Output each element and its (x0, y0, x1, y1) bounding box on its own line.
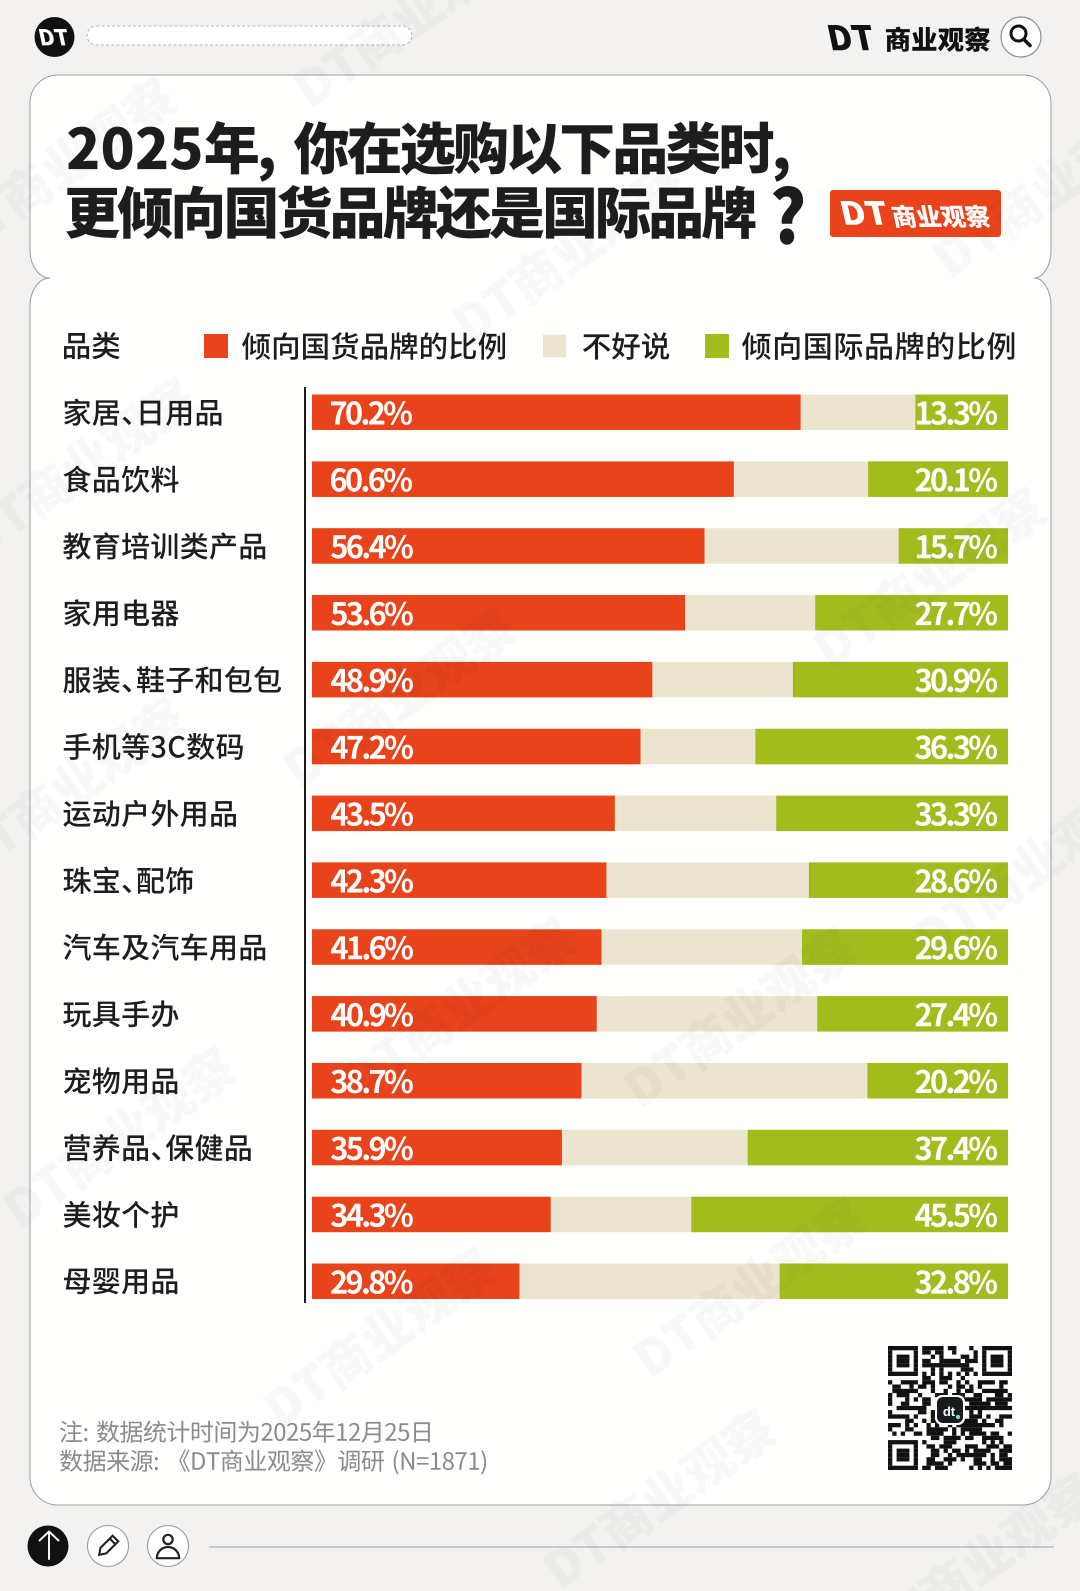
svg-text:dt: dt (943, 1404, 956, 1419)
